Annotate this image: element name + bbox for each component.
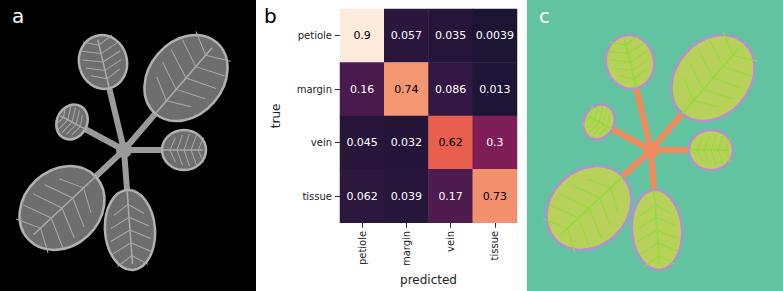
svg-text:margin: margin	[297, 84, 332, 95]
svg-text:0.062: 0.062	[346, 190, 378, 203]
svg-text:0.032: 0.032	[391, 136, 423, 149]
svg-text:0.62: 0.62	[438, 136, 463, 149]
svg-text:0.045: 0.045	[346, 136, 378, 149]
svg-text:tissue: tissue	[489, 231, 500, 261]
svg-text:0.74: 0.74	[394, 83, 419, 96]
svg-text:predicted: predicted	[400, 273, 457, 287]
svg-text:0.086: 0.086	[435, 83, 467, 96]
svg-text:petiole: petiole	[298, 30, 332, 41]
svg-text:0.039: 0.039	[391, 190, 423, 203]
svg-text:0.0039: 0.0039	[476, 29, 515, 42]
html-text:a: a	[12, 4, 25, 28]
svg-text:vein: vein	[445, 231, 456, 252]
svg-text:margin: margin	[401, 231, 412, 266]
svg-text:0.17: 0.17	[438, 190, 463, 203]
svg-text:0.3: 0.3	[486, 136, 504, 149]
svg-text:0.057: 0.057	[391, 29, 423, 42]
svg-text:tissue: tissue	[302, 191, 332, 202]
svg-text:0.73: 0.73	[483, 190, 508, 203]
html-text:b: b	[264, 4, 277, 28]
html-text:c: c	[539, 4, 550, 28]
svg-text:vein: vein	[311, 137, 332, 148]
svg-text:petiole: petiole	[357, 231, 368, 265]
svg-text:0.9: 0.9	[353, 29, 371, 42]
svg-text:0.013: 0.013	[479, 83, 511, 96]
svg-text:0.16: 0.16	[350, 83, 375, 96]
svg-text:true: true	[269, 104, 283, 129]
svg-text:0.035: 0.035	[435, 29, 467, 42]
